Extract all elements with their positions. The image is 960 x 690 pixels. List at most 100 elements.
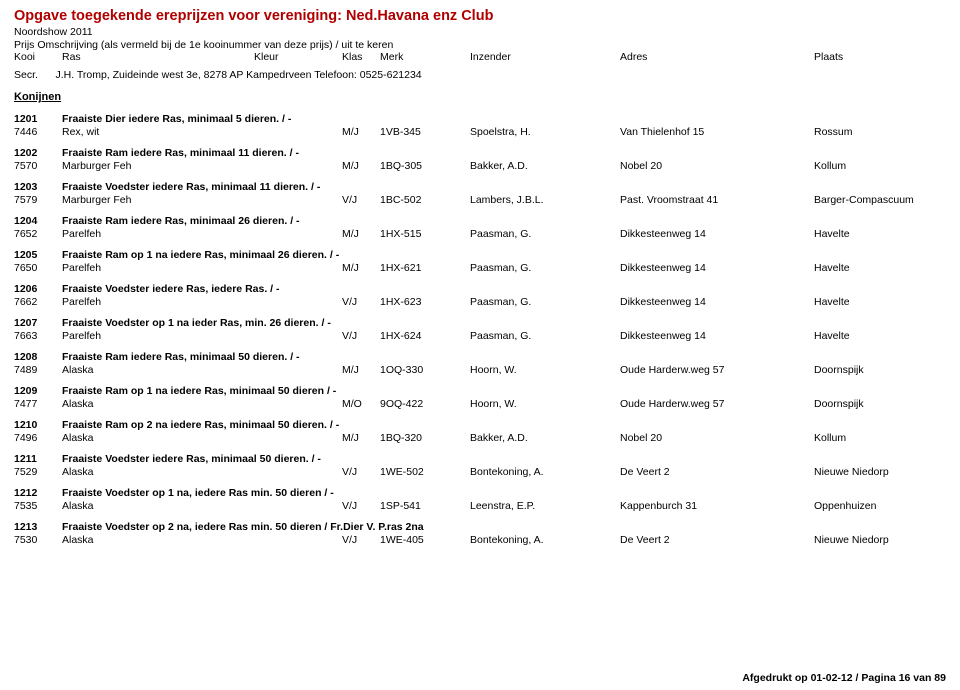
entry-klas: M/J	[342, 228, 380, 240]
entry-ras: Alaska	[62, 500, 254, 512]
entry-data-row: 7530AlaskaV/J1WE-405Bontekoning, A.De Ve…	[14, 534, 946, 546]
entry-description: Fraaiste Ram iedere Ras, minimaal 11 die…	[62, 147, 299, 159]
entry-data-row: 7477AlaskaM/O9OQ-422Hoorn, W.Oude Harder…	[14, 398, 946, 410]
header-desc: Prijs Omschrijving (als vermeld bij de 1…	[14, 39, 946, 51]
entry-ras: Alaska	[62, 466, 254, 478]
col-adres: Adres	[620, 51, 814, 63]
entry-inzender: Paasman, G.	[470, 262, 620, 274]
entry-kooi: 7530	[14, 534, 62, 546]
entry-kooi: 7496	[14, 432, 62, 444]
entry-number: 1210	[14, 419, 62, 431]
entry-merk: 1SP-541	[380, 500, 470, 512]
entry-kooi: 7570	[14, 160, 62, 172]
entry-kleur	[254, 330, 342, 342]
entry-data-row: 7496AlaskaM/J1BQ-320Bakker, A.D.Nobel 20…	[14, 432, 946, 444]
entry-ras: Parelfeh	[62, 228, 254, 240]
entry-title-row: 1210Fraaiste Ram op 2 na iedere Ras, min…	[14, 419, 946, 431]
entry-adres: Van Thielenhof 15	[620, 126, 814, 138]
entry-inzender: Hoorn, W.	[470, 398, 620, 410]
entry-description: Fraaiste Ram op 1 na iedere Ras, minimaa…	[62, 249, 339, 261]
entry-merk: 1HX-623	[380, 296, 470, 308]
entry-klas: M/J	[342, 364, 380, 376]
entry-plaats: Havelte	[814, 228, 946, 240]
entry-ras: Alaska	[62, 364, 254, 376]
entry-kooi: 7650	[14, 262, 62, 274]
entry-description: Fraaiste Voedster iedere Ras, minimaal 5…	[62, 453, 321, 465]
entry-description: Fraaiste Ram iedere Ras, minimaal 26 die…	[62, 215, 300, 227]
entry-title-row: 1211Fraaiste Voedster iedere Ras, minima…	[14, 453, 946, 465]
entry-kooi: 7662	[14, 296, 62, 308]
entry-description: Fraaiste Dier iedere Ras, minimaal 5 die…	[62, 113, 291, 125]
entry-merk: 1VB-345	[380, 126, 470, 138]
entry-number: 1202	[14, 147, 62, 159]
entry-klas: V/J	[342, 296, 380, 308]
entry-merk: 1BQ-305	[380, 160, 470, 172]
entry-ras: Marburger Feh	[62, 194, 254, 206]
entry-plaats: Doornspijk	[814, 398, 946, 410]
entry-adres: Dikkesteenweg 14	[620, 228, 814, 240]
entry-merk: 1BQ-320	[380, 432, 470, 444]
entry-inzender: Paasman, G.	[470, 330, 620, 342]
entry-number: 1213	[14, 521, 62, 533]
entry-data-row: 7535Alaska V/J1SP-541Leenstra, E.P.Kappen…	[14, 500, 946, 512]
entry-title-row: 1202Fraaiste Ram iedere Ras, minimaal 11…	[14, 147, 946, 159]
entry-klas: M/O	[342, 398, 380, 410]
entry-description: Fraaiste Ram op 1 na iedere Ras, minimaa…	[62, 385, 336, 397]
entry-kooi: 7529	[14, 466, 62, 478]
entry-kleur	[254, 534, 342, 546]
entry-title-row: 1212Fraaiste Voedster op 1 na, iedere Ra…	[14, 487, 946, 499]
entry-kleur	[254, 398, 342, 410]
entry-kooi: 7535	[14, 500, 62, 512]
entry-kleur	[254, 194, 342, 206]
entry-number: 1205	[14, 249, 62, 261]
entry-number: 1204	[14, 215, 62, 227]
entry-title-row: 1207Fraaiste Voedster op 1 na ieder Ras,…	[14, 317, 946, 329]
entry-klas: M/J	[342, 126, 380, 138]
entry-kooi: 7477	[14, 398, 62, 410]
col-ras: Ras	[62, 51, 254, 63]
entry-adres: Oude Harderw.weg 57	[620, 398, 814, 410]
entry-adres: Dikkesteenweg 14	[620, 262, 814, 274]
entry: 1210Fraaiste Ram op 2 na iedere Ras, min…	[14, 419, 946, 444]
entry-description: Fraaiste Voedster op 1 na ieder Ras, min…	[62, 317, 331, 329]
entry-inzender: Spoelstra, H.	[470, 126, 620, 138]
entry: 1209Fraaiste Ram op 1 na iedere Ras, min…	[14, 385, 946, 410]
entry: 1204Fraaiste Ram iedere Ras, minimaal 26…	[14, 215, 946, 240]
entry-adres: Nobel 20	[620, 432, 814, 444]
entry-klas: V/J	[342, 500, 380, 512]
entry-plaats: Kollum	[814, 432, 946, 444]
entry-adres: Dikkesteenweg 14	[620, 296, 814, 308]
entry-inzender: Bontekoning, A.	[470, 534, 620, 546]
entry-ras: Alaska	[62, 534, 254, 546]
entry-klas: M/J	[342, 160, 380, 172]
entry-kooi: 7663	[14, 330, 62, 342]
entry-adres: Kappenburch 31	[620, 500, 814, 512]
entry-plaats: Barger-Compascuum	[814, 194, 946, 206]
entry-klas: M/J	[342, 432, 380, 444]
entry-kleur	[254, 296, 342, 308]
entry-kooi: 7446	[14, 126, 62, 138]
entry-merk: 1HX-621	[380, 262, 470, 274]
entry-number: 1211	[14, 453, 62, 465]
entry-ras: Rex, wit	[62, 126, 254, 138]
entries-container: 1201Fraaiste Dier iedere Ras, minimaal 5…	[14, 113, 946, 546]
entry-data-row: 7652ParelfehM/J1HX-515Paasman, G.Dikkest…	[14, 228, 946, 240]
entry-inzender: Paasman, G.	[470, 296, 620, 308]
entry: 1211Fraaiste Voedster iedere Ras, minima…	[14, 453, 946, 478]
entry-title-row: 1201Fraaiste Dier iedere Ras, minimaal 5…	[14, 113, 946, 125]
entry-inzender: Bakker, A.D.	[470, 432, 620, 444]
entry-number: 1206	[14, 283, 62, 295]
entry-data-row: 7489AlaskaM/J1OQ-330Hoorn, W.Oude Harder…	[14, 364, 946, 376]
entry-klas: V/J	[342, 330, 380, 342]
entry-merk: 1WE-502	[380, 466, 470, 478]
entry: 1213Fraaiste Voedster op 2 na, iedere Ra…	[14, 521, 946, 546]
secr-value: J.H. Tromp, Zuideinde west 3e, 8278 AP K…	[55, 69, 421, 81]
entry-inzender: Leenstra, E.P.	[470, 500, 620, 512]
entry-klas: V/J	[342, 534, 380, 546]
entry-plaats: Nieuwe Niedorp	[814, 466, 946, 478]
entry-inzender: Paasman, G.	[470, 228, 620, 240]
entry-inzender: Lambers, J.B.L.	[470, 194, 620, 206]
entry-number: 1207	[14, 317, 62, 329]
entry-description: Fraaiste Voedster iedere Ras, minimaal 1…	[62, 181, 320, 193]
entry-merk: 9OQ-422	[380, 398, 470, 410]
